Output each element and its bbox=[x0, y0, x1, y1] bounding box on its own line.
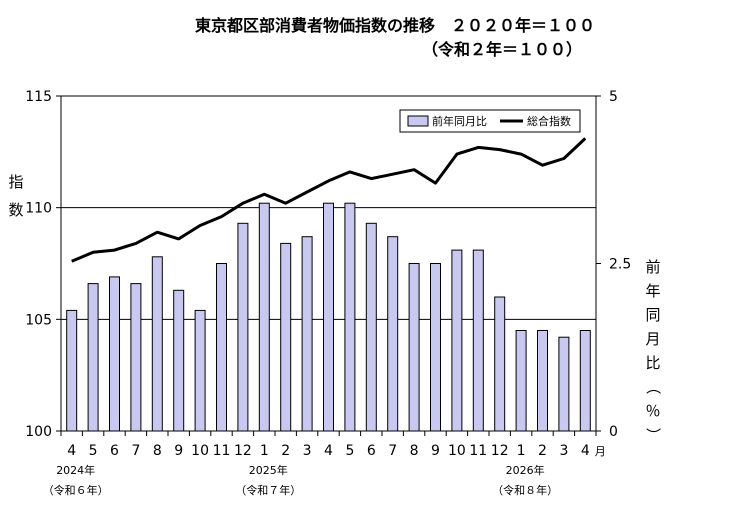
bar bbox=[387, 236, 399, 432]
right-tick-label: 5 bbox=[609, 89, 618, 105]
bar bbox=[151, 256, 163, 432]
bar bbox=[109, 276, 120, 432]
legend-bar-swatch bbox=[407, 115, 429, 127]
left-axis-label-char: 指 bbox=[8, 173, 23, 191]
x-tick-label: 8 bbox=[410, 443, 419, 459]
legend-line-label: 総合指数 bbox=[527, 114, 571, 128]
bar bbox=[472, 249, 484, 432]
right-axis-label-char: 前 bbox=[645, 258, 660, 276]
bar bbox=[408, 263, 420, 432]
bar bbox=[344, 202, 356, 432]
x-era-label: （令和７年） bbox=[235, 483, 301, 497]
right-tick-label: 2.5 bbox=[609, 257, 631, 273]
x-tick-label: 5 bbox=[89, 443, 98, 459]
x-era-label: （令和６年） bbox=[43, 483, 109, 497]
legend: 前年同月比 総合指数 bbox=[399, 109, 581, 133]
x-axis: 4 5 6 7 8 9 10 11 12 1 2 3 4 5 6 7 8 9 10 11 12 1 2 3 4 月2024年（令和… bbox=[43, 431, 606, 497]
right-axis-label-char: ） bbox=[644, 427, 662, 442]
right-tick-label: 0 bbox=[609, 424, 618, 440]
line-series bbox=[71, 137, 587, 263]
x-tick-label: 1 bbox=[260, 443, 269, 459]
x-tick-label: 1 bbox=[517, 443, 526, 459]
bar bbox=[515, 330, 527, 432]
x-tick-label: 6 bbox=[110, 443, 119, 459]
right-axis-label-char: 同 bbox=[645, 306, 660, 324]
legend-box bbox=[399, 109, 581, 133]
bar bbox=[194, 309, 206, 432]
left-axis-label-char: 数 bbox=[8, 201, 23, 219]
bar bbox=[87, 283, 99, 432]
right-axis-label-char: 月 bbox=[645, 330, 660, 348]
x-tick-label: 12 bbox=[491, 443, 509, 459]
right-axis-label-char: 比 bbox=[645, 354, 660, 372]
bar bbox=[173, 289, 185, 432]
x-tick-label: 6 bbox=[367, 443, 376, 459]
right-axis-label-char: ％ bbox=[645, 402, 660, 420]
bar bbox=[537, 330, 548, 432]
right-axis-label: 前年同月比 （ ％ ） bbox=[644, 258, 662, 443]
x-tick-label: 9 bbox=[431, 443, 440, 459]
left-tick-label: 100 bbox=[25, 424, 52, 440]
x-tick-label: 4 bbox=[67, 443, 76, 459]
left-tick-label: 115 bbox=[25, 89, 52, 105]
bar bbox=[323, 202, 334, 432]
x-tick-label: 2 bbox=[281, 443, 290, 459]
left-axis-label: 指数 bbox=[8, 173, 23, 219]
x-tick-label: 7 bbox=[388, 443, 397, 459]
bar bbox=[216, 263, 227, 432]
right-axis-label-char: 年 bbox=[645, 282, 660, 300]
bar-series bbox=[66, 202, 591, 432]
x-tick-label: 10 bbox=[191, 443, 209, 459]
bar bbox=[579, 330, 591, 432]
left-axis: 100 105 110 115 bbox=[25, 89, 61, 440]
bar bbox=[430, 263, 441, 432]
x-unit-label: 月 bbox=[595, 445, 606, 458]
x-tick-label: 11 bbox=[469, 443, 487, 459]
bar bbox=[301, 236, 313, 432]
bar bbox=[130, 283, 142, 432]
x-tick-label: 9 bbox=[174, 443, 183, 459]
x-tick-label: 3 bbox=[303, 443, 312, 459]
right-axis: 02.55 bbox=[596, 89, 631, 440]
x-tick-label: 12 bbox=[234, 443, 252, 459]
bar bbox=[451, 249, 463, 432]
bar bbox=[365, 222, 377, 432]
x-tick-label: 8 bbox=[153, 443, 162, 459]
x-year-label: 2025年 bbox=[249, 463, 288, 477]
right-axis-label-char: （ bbox=[644, 379, 662, 394]
x-tick-label: 3 bbox=[559, 443, 568, 459]
x-tick-label: 2 bbox=[538, 443, 547, 459]
bar bbox=[280, 242, 292, 432]
x-era-label: （令和８年） bbox=[492, 483, 558, 497]
legend-bar-label: 前年同月比 bbox=[432, 114, 487, 128]
bar bbox=[66, 309, 78, 432]
x-year-label: 2024年 bbox=[56, 463, 95, 477]
bar bbox=[237, 222, 249, 432]
chart-title: 東京都区部消費者物価指数の推移 ２０２０年＝１００ bbox=[194, 16, 595, 35]
bar bbox=[494, 296, 506, 432]
x-tick-label: 7 bbox=[131, 443, 140, 459]
x-tick-label: 4 bbox=[581, 443, 590, 459]
left-tick-label: 110 bbox=[25, 201, 52, 217]
bar bbox=[558, 336, 570, 432]
chart-subtitle: （令和２年＝１００） bbox=[421, 40, 582, 59]
bar bbox=[258, 202, 270, 432]
x-tick-label: 5 bbox=[345, 443, 354, 459]
x-year-label: 2026年 bbox=[506, 463, 545, 477]
x-tick-label: 10 bbox=[448, 443, 466, 459]
left-tick-label: 105 bbox=[25, 312, 52, 328]
x-tick-label: 11 bbox=[213, 443, 231, 459]
x-tick-label: 4 bbox=[324, 443, 333, 459]
